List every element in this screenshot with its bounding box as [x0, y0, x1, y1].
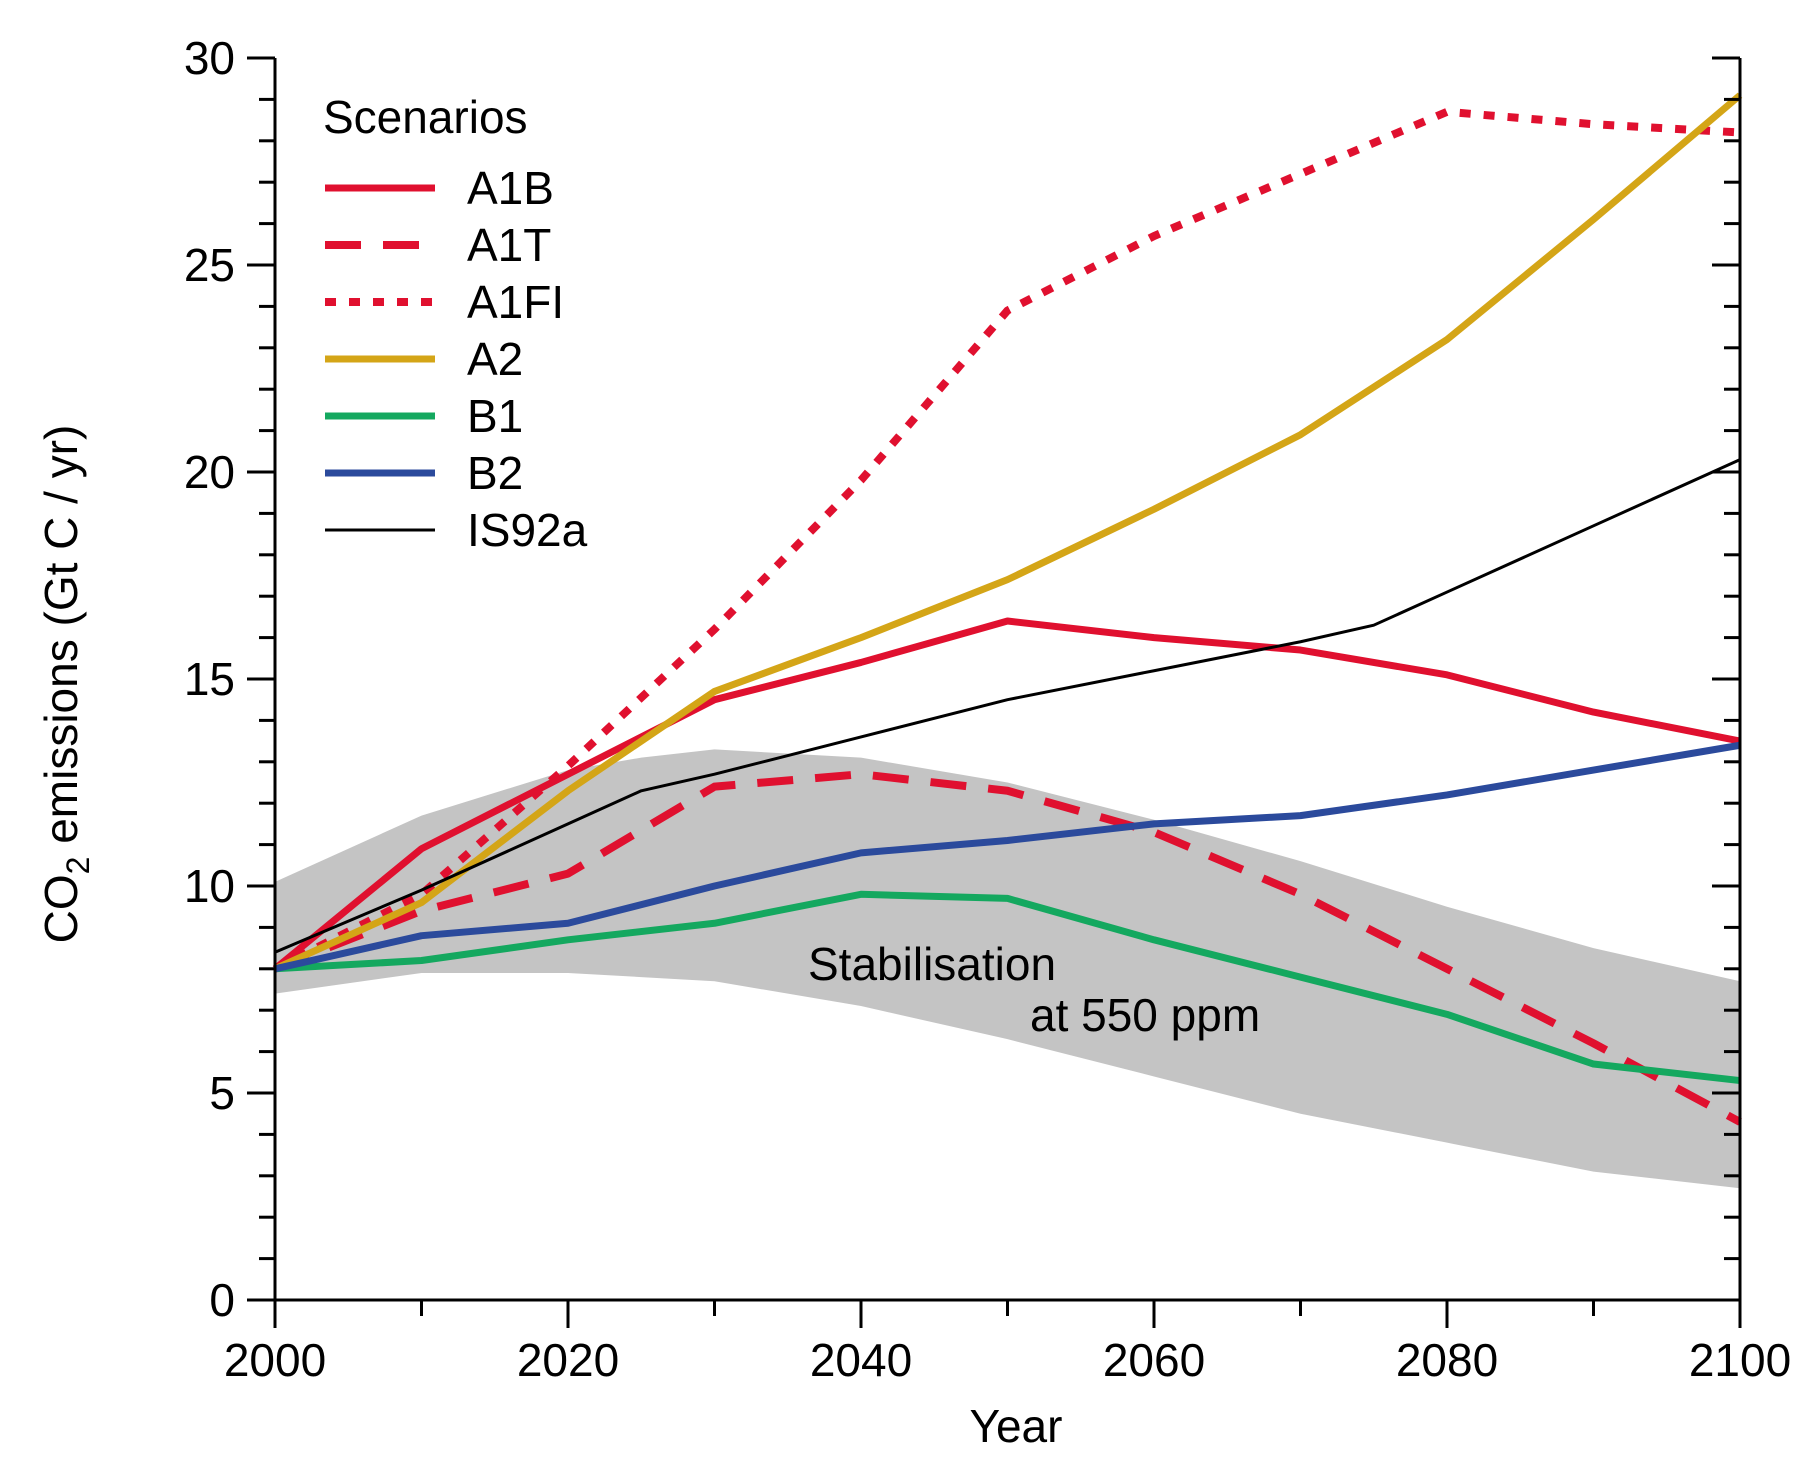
series-line-a1t — [273, 770, 1742, 1126]
series-line-a2 — [273, 92, 1743, 972]
series-line-a1fi — [273, 107, 1741, 973]
series-line-is92a — [274, 458, 1741, 954]
x-tick-label: 2000 — [224, 1334, 326, 1386]
band-label-line1: Stabilisation — [808, 938, 1056, 990]
y-axis-title-prefix: CO — [35, 874, 87, 943]
y-tick-label: 10 — [184, 860, 235, 912]
legend-label-b2: B2 — [467, 447, 523, 499]
series-line-b1 — [274, 890, 1741, 1085]
x-tick-label: 2040 — [810, 1334, 912, 1386]
legend-title: Scenarios — [323, 91, 528, 143]
tick-labels: 0 5 10 15 20 25 30 2000 2020 2040 2060 2080 2100 — [184, 32, 1791, 1386]
legend-label-b1: B1 — [467, 390, 523, 442]
x-tick-label: 2060 — [1103, 1334, 1205, 1386]
y-tick-label: 5 — [209, 1067, 235, 1119]
y-axis-title-subscript: 2 — [60, 857, 96, 875]
series-layer — [272, 92, 1743, 1126]
series-line-b2 — [274, 741, 1741, 973]
legend-label-a1t: A1T — [467, 219, 551, 271]
y-tick-label: 25 — [184, 239, 235, 291]
y-tick-label: 0 — [209, 1274, 235, 1326]
x-axis-title: Year — [970, 1400, 1063, 1452]
y-tick-label: 15 — [184, 653, 235, 705]
legend-label-a2: A2 — [467, 333, 523, 385]
stabilisation-band — [275, 749, 1740, 1189]
x-tick-label: 2100 — [1689, 1334, 1791, 1386]
legend-label-a1b: A1B — [467, 162, 554, 214]
series-line-a1b — [272, 617, 1741, 972]
legend-label-a1fi: A1FI — [467, 276, 564, 328]
y-tick-label: 20 — [184, 446, 235, 498]
band-label-line2: at 550 ppm — [1030, 989, 1260, 1041]
legend-label-is92a: IS92a — [467, 504, 588, 556]
y-tick-label: 30 — [184, 32, 235, 84]
stabilisation-band-layer — [275, 749, 1740, 1189]
y-axis-title: CO2 emissions (Gt C / yr) — [35, 425, 96, 944]
x-tick-label: 2080 — [1396, 1334, 1498, 1386]
y-axis-title-suffix: emissions (Gt C / yr) — [35, 425, 87, 857]
axes-layer — [247, 56, 1742, 1328]
x-tick-label: 2020 — [517, 1334, 619, 1386]
